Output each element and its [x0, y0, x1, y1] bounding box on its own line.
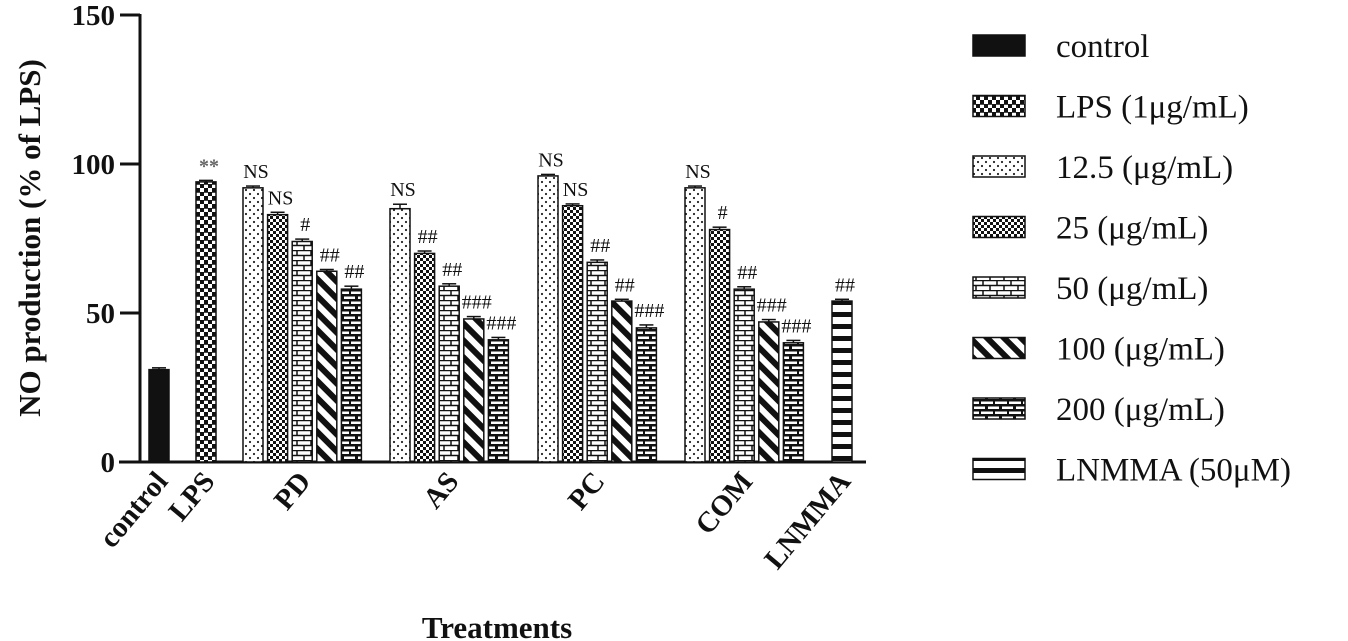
bar-pc-3 — [586, 261, 608, 463]
significance-annotations: ** NSNS#####NS##########NSNS#######NS####… — [199, 149, 855, 337]
y-tick-label: 100 — [72, 149, 116, 181]
x-axis-title: Treatments — [422, 610, 572, 641]
legend-swatch — [972, 34, 1026, 57]
bar-as-4 — [463, 318, 485, 463]
significance-label: ## — [442, 259, 462, 281]
x-category-label: control — [93, 466, 174, 554]
bar-com-1 — [684, 187, 706, 463]
y-tick-label: 0 — [101, 447, 116, 479]
bar-pd-1 — [242, 187, 264, 463]
legend-swatch — [972, 94, 1026, 118]
bar-pc-1 — [537, 175, 559, 463]
significance-label: ### — [634, 300, 664, 322]
significance-label: ## — [418, 226, 438, 248]
y-tick-label: 50 — [86, 298, 115, 330]
legend-label: 100 (μg/mL) — [1056, 332, 1225, 368]
significance-label: ## — [344, 261, 364, 283]
significance-label: ** — [199, 155, 219, 177]
significance-label: ### — [781, 315, 811, 337]
significance-label: NS — [563, 179, 589, 201]
legend-swatch — [972, 155, 1026, 178]
bar-as-5 — [487, 339, 510, 463]
y-tick-label: 150 — [72, 0, 116, 32]
significance-label: ## — [320, 244, 340, 266]
legend-label: control — [1056, 29, 1149, 65]
bar-control-1 — [148, 368, 170, 463]
significance-label: ## — [737, 262, 757, 284]
legend-label: 50 (μg/mL) — [1056, 271, 1208, 307]
bar-lps-1 — [195, 181, 217, 463]
significance-label: ## — [615, 274, 635, 296]
bar-pd-4 — [316, 270, 338, 463]
x-category-label: PC — [562, 466, 611, 516]
bar-pd-5 — [340, 288, 363, 463]
bar-pd-2 — [266, 213, 289, 463]
legend-label: 200 (μg/mL) — [1056, 392, 1225, 428]
legend-swatch — [972, 276, 1026, 299]
bar-marks — [148, 173, 853, 463]
significance-label: NS — [243, 161, 269, 183]
significance-label: # — [718, 202, 728, 224]
x-category-label: COM — [689, 466, 759, 541]
bar-pc-4 — [611, 300, 633, 463]
x-category-label: AS — [417, 466, 465, 515]
bar-com-3 — [733, 288, 755, 463]
significance-label: ## — [590, 235, 610, 257]
legend-swatch — [972, 457, 1026, 481]
legend-swatch — [972, 397, 1026, 420]
y-axis-title: NO production (% of LPS) — [12, 59, 47, 417]
legend: control LPS (1μg/mL) 12.5 (μg/mL) 25 (μg/mL… — [972, 29, 1291, 489]
bar-com-5 — [782, 342, 805, 463]
significance-label: ## — [835, 274, 855, 296]
bar-com-4 — [758, 321, 780, 463]
significance-label: NS — [685, 161, 711, 183]
legend-label: LNMMA (50μM) — [1056, 453, 1291, 489]
x-category-label: LNMMA — [758, 466, 857, 575]
legend-swatch — [972, 336, 1026, 360]
legend-label: LPS (1μg/mL) — [1056, 90, 1249, 126]
x-category-label: LPS — [163, 466, 222, 527]
significance-label: NS — [268, 187, 294, 209]
significance-label: # — [300, 214, 310, 236]
y-ticks: 0 50 100 150 — [72, 0, 140, 479]
bar-com-2 — [708, 228, 731, 463]
x-category-label: PD — [268, 466, 317, 516]
significance-label: NS — [538, 149, 564, 171]
bar-pc-2 — [561, 204, 584, 463]
significance-label: ### — [462, 292, 492, 314]
bar-pc-5 — [635, 327, 658, 463]
bar-as-2 — [413, 252, 436, 463]
legend-label: 25 (μg/mL) — [1056, 211, 1208, 247]
significance-label: ### — [486, 312, 516, 334]
significance-label: ### — [757, 295, 787, 317]
legend-label: 12.5 (μg/mL) — [1056, 150, 1233, 186]
legend-swatch — [972, 215, 1026, 239]
bar-as-1 — [389, 207, 411, 463]
bar-pd-3 — [291, 240, 313, 463]
bar-lnmma-1 — [831, 300, 853, 463]
bar-as-3 — [438, 285, 460, 463]
significance-label: NS — [390, 179, 416, 201]
